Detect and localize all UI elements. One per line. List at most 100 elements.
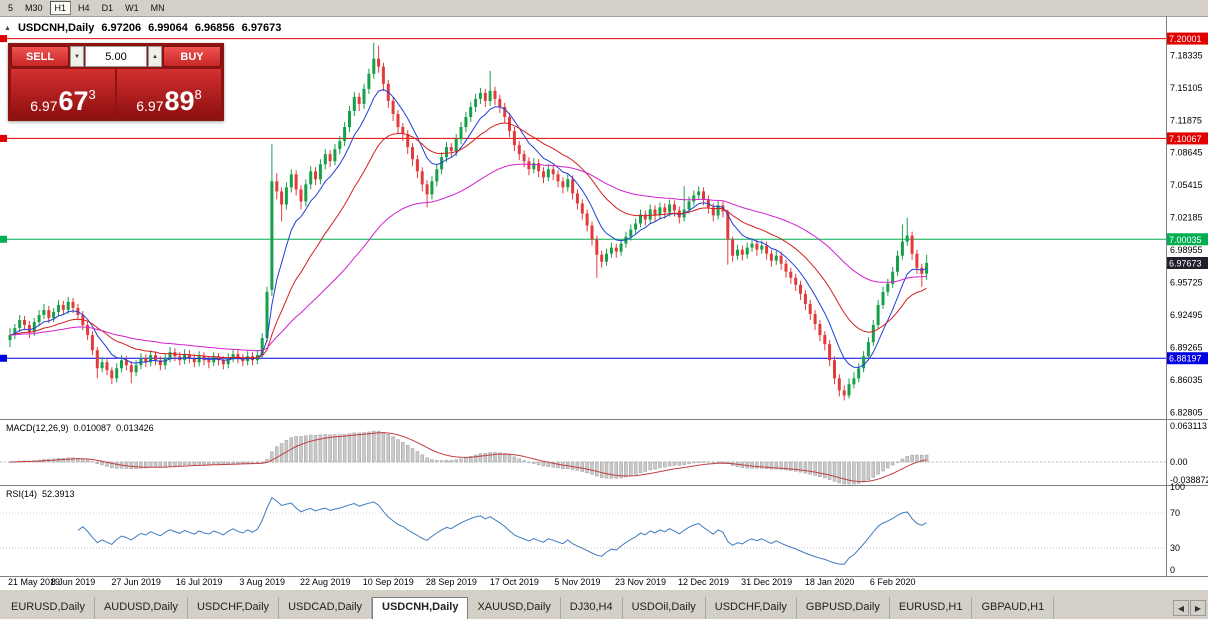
chart-tab-dj30-h4[interactable]: DJ30,H4 — [561, 597, 623, 619]
tabs-scroll-controls: ◀ ▶ — [1173, 600, 1206, 616]
timeframe-button-h1[interactable]: H1 — [49, 1, 72, 15]
svg-text:7.02185: 7.02185 — [1170, 213, 1203, 223]
svg-text:16 Jul 2019: 16 Jul 2019 — [176, 577, 223, 587]
timeframe-button-d1[interactable]: D1 — [96, 1, 119, 15]
svg-text:12 Dec 2019: 12 Dec 2019 — [678, 577, 729, 587]
chart-tab-eurusd-daily[interactable]: EURUSD,Daily — [2, 597, 95, 619]
chart-tab-usdchf-daily[interactable]: USDCHF,Daily — [188, 597, 280, 619]
chart-tab-usdcnh-daily[interactable]: USDCNH,Daily — [372, 597, 469, 619]
svg-text:28 Sep 2019: 28 Sep 2019 — [426, 577, 477, 587]
svg-text:5 Nov 2019: 5 Nov 2019 — [554, 577, 600, 587]
svg-text:7.18335: 7.18335 — [1170, 50, 1203, 60]
svg-text:7.08645: 7.08645 — [1170, 148, 1203, 158]
rsi-value: 52.3913 — [42, 489, 75, 499]
svg-text:31 Dec 2019: 31 Dec 2019 — [741, 577, 792, 587]
svg-text:7.05415: 7.05415 — [1170, 180, 1203, 190]
arrow-left-icon: ◀ — [1177, 603, 1185, 613]
timeframe-button-h4[interactable]: H4 — [73, 1, 95, 15]
svg-text:18 Jan 2020: 18 Jan 2020 — [805, 577, 855, 587]
svg-text:7.00035: 7.00035 — [1169, 235, 1202, 245]
svg-text:7.15105: 7.15105 — [1170, 83, 1203, 93]
volume-decrease-button[interactable]: ▼ — [70, 46, 84, 67]
svg-text:6.97673: 6.97673 — [1169, 258, 1202, 268]
svg-text:27 Jun 2019: 27 Jun 2019 — [111, 577, 161, 587]
trade-controls-row: SELL ▼ ▲ BUY — [11, 46, 221, 67]
svg-text:70: 70 — [1170, 508, 1180, 518]
horizontal-level-lines[interactable] — [0, 35, 1166, 362]
buy-price-pips: 89 — [164, 86, 195, 117]
chart-tabs-strip: EURUSD,Daily AUDUSD,Daily USDCHF,Daily USDC… — [2, 597, 1055, 619]
ohlc-close-value: 6.97673 — [241, 22, 282, 34]
chart-symbol-label: USDCNH,Daily — [17, 22, 95, 34]
chart-ohlc-header: ▲ USDCNH,Daily 6.97206 6.99064 6.96856 6… — [4, 22, 281, 34]
chart-expand-icon[interactable]: ▲ — [4, 24, 11, 32]
tabs-scroll-left-button[interactable]: ◀ — [1173, 600, 1189, 616]
chevron-down-icon: ▼ — [74, 53, 80, 60]
volume-input[interactable] — [85, 46, 147, 67]
svg-text:0: 0 — [1170, 565, 1175, 575]
svg-text:100: 100 — [1170, 482, 1185, 492]
svg-text:6.82805: 6.82805 — [1170, 407, 1203, 417]
chart-tab-eurusd-h1[interactable]: EURUSD,H1 — [890, 597, 973, 619]
chevron-up-icon: ▲ — [152, 53, 158, 60]
sell-price-point: 3 — [88, 87, 96, 102]
timeframe-toolbar: 5 M30 H1 H4 D1 W1 MN — [0, 0, 1208, 16]
chart-tab-xauusd-daily[interactable]: XAUUSD,Daily — [468, 597, 561, 619]
svg-text:6.92495: 6.92495 — [1170, 310, 1203, 320]
sell-button[interactable]: SELL — [11, 46, 69, 67]
volume-increase-button[interactable]: ▲ — [148, 46, 162, 67]
buy-price-display[interactable]: 6.97 89 8 — [117, 69, 221, 118]
svg-text:-0.038872: -0.038872 — [1170, 475, 1208, 485]
timeframe-button-w1[interactable]: W1 — [120, 1, 144, 15]
rsi-axis[interactable]: 100 70 30 0 — [1170, 482, 1185, 575]
buy-price-point: 8 — [194, 87, 202, 102]
chart-tab-usdcad-daily[interactable]: USDCAD,Daily — [279, 597, 373, 619]
timeframe-button-m30[interactable]: M30 — [20, 1, 48, 15]
sell-price-main: 6.97 — [30, 98, 58, 114]
timeframe-button-5[interactable]: 5 — [3, 1, 19, 15]
tabs-scroll-right-button[interactable]: ▶ — [1190, 600, 1206, 616]
chart-tabs-bar: EURUSD,Daily AUDUSD,Daily USDCHF,Daily USDC… — [0, 590, 1208, 619]
macd-indicator-label: MACD(12,26,9) 0.010087 0.013426 — [6, 423, 154, 433]
svg-text:30: 30 — [1170, 543, 1180, 553]
svg-text:8 Jun 2019: 8 Jun 2019 — [51, 577, 96, 587]
svg-text:10 Sep 2019: 10 Sep 2019 — [363, 577, 414, 587]
svg-text:6.95725: 6.95725 — [1170, 278, 1203, 288]
timeframe-button-mn[interactable]: MN — [145, 1, 170, 15]
chart-tab-gbpusd-daily[interactable]: GBPUSD,Daily — [797, 597, 890, 619]
price-tags: 7.20001 7.10067 7.00035 6.88197 6.97673 — [1167, 32, 1208, 365]
candlesticks — [8, 42, 929, 401]
trade-prices-row: 6.97 67 3 6.97 89 8 — [11, 69, 221, 118]
rsi-panel — [0, 496, 1166, 565]
svg-text:6.98955: 6.98955 — [1170, 245, 1203, 255]
svg-text:22 Aug 2019: 22 Aug 2019 — [300, 577, 351, 587]
rsi-label-text: RSI(14) — [6, 489, 38, 499]
moving-average-lines — [9, 88, 927, 369]
chart-area: 7.18335 7.15105 7.11875 7.08645 7.05415 7.021… — [0, 16, 1208, 590]
svg-text:0.00: 0.00 — [1170, 457, 1188, 467]
price-axis[interactable]: 7.18335 7.15105 7.11875 7.08645 7.05415 7.021… — [1170, 50, 1203, 417]
svg-text:7.11875: 7.11875 — [1170, 115, 1202, 125]
rsi-indicator-label: RSI(14) 52.3913 — [6, 489, 75, 499]
svg-text:6.86035: 6.86035 — [1170, 375, 1203, 385]
chart-tab-gbpaud-h1[interactable]: GBPAUD,H1 — [972, 597, 1055, 619]
svg-text:17 Oct 2019: 17 Oct 2019 — [490, 577, 539, 587]
ohlc-high-value: 6.99064 — [148, 22, 188, 34]
svg-text:6 Feb 2020: 6 Feb 2020 — [870, 577, 916, 587]
panel-separators — [0, 16, 1208, 577]
macd-panel — [0, 430, 1166, 485]
buy-button[interactable]: BUY — [163, 46, 221, 67]
arrow-right-icon: ▶ — [1194, 603, 1202, 613]
chart-tab-usdchf-daily[interactable]: USDCHF,Daily — [706, 597, 797, 619]
macd-main-value: 0.010087 — [73, 423, 112, 433]
chart-tab-usdoil-daily[interactable]: USDOil,Daily — [623, 597, 706, 619]
macd-signal-value: 0.013426 — [116, 423, 154, 433]
svg-text:6.89265: 6.89265 — [1170, 342, 1203, 352]
chart-tab-audusd-daily[interactable]: AUDUSD,Daily — [95, 597, 188, 619]
macd-axis[interactable]: 0.063113 0.00 -0.038872 — [1170, 421, 1208, 485]
ohlc-open-value: 6.97206 — [101, 22, 142, 34]
sell-price-display[interactable]: 6.97 67 3 — [11, 69, 115, 118]
